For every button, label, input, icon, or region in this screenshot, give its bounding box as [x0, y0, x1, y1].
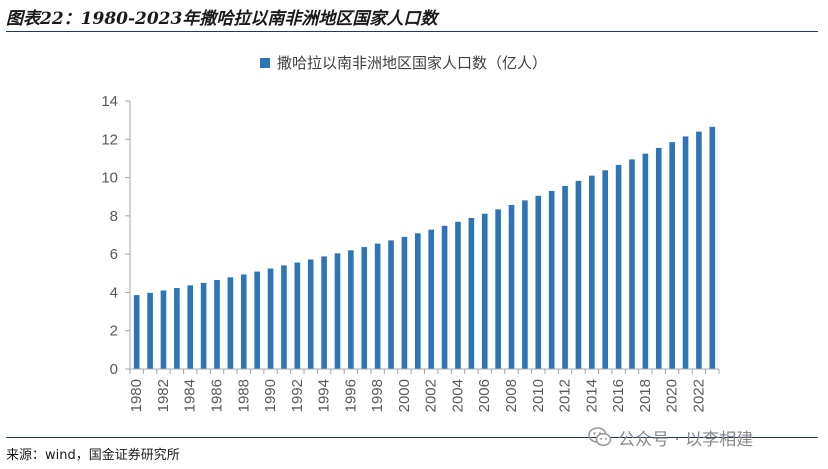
bar-2018: [642, 153, 649, 369]
y-tick-label: 8: [110, 208, 118, 225]
bar-2007: [495, 209, 501, 369]
y-tick-label: 2: [110, 323, 118, 340]
x-tick-label: 2020: [664, 379, 681, 412]
x-tick-label: 2014: [583, 379, 600, 412]
x-tick-label: 2008: [503, 379, 520, 412]
legend-swatch: [260, 58, 270, 68]
y-tick-label: 10: [101, 170, 118, 187]
x-tick-label: 1988: [235, 379, 252, 412]
bar-1984: [187, 285, 194, 369]
bar-2005: [468, 217, 475, 369]
x-axis: 1980 1982 1984 1986 1988 1990 1992 1994 1996 1998…: [128, 368, 720, 412]
source-note: 来源：wind，国金证券研究所: [6, 448, 180, 463]
x-tick-label: 2000: [396, 379, 413, 412]
figure-title: 图表22：1980-2023年撒哈拉以南非洲地区国家人口数: [6, 9, 438, 29]
bar-2023: [709, 126, 716, 369]
x-tick-label: 2004: [449, 379, 466, 412]
bar-1997: [361, 247, 368, 369]
chart-legend: 撒哈拉以南非洲地区国家人口数（亿人）: [260, 54, 547, 72]
bar-1992: [294, 262, 301, 369]
bar-2022: [696, 131, 702, 369]
bar-1993: [307, 259, 314, 369]
x-tick-label: 2006: [476, 379, 493, 412]
x-tick-label: 2022: [690, 379, 707, 412]
bar-1994: [321, 256, 327, 369]
bar-1995: [334, 253, 341, 369]
x-tick-label: 2016: [610, 379, 627, 412]
legend-label: 撒哈拉以南非洲地区国家人口数（亿人）: [277, 54, 547, 72]
y-tick-label: 0: [110, 361, 118, 378]
bar-1989: [254, 271, 260, 369]
bar-2012: [562, 185, 568, 369]
bar-2013: [575, 180, 582, 369]
bar-1980: [133, 295, 140, 369]
bar-2009: [522, 200, 528, 369]
bar-series: [133, 126, 716, 369]
x-tick-label: 1992: [289, 379, 306, 412]
bar-2021: [682, 136, 689, 369]
bar-2000: [401, 236, 408, 369]
y-tick-label: 4: [110, 284, 118, 301]
bar-2008: [508, 204, 515, 369]
bar-1999: [388, 240, 394, 369]
x-tick-label: 1984: [182, 379, 199, 412]
bar-2015: [602, 170, 609, 369]
bar-1986: [214, 279, 220, 369]
bar-1983: [174, 288, 180, 369]
bar-2001: [415, 233, 421, 369]
x-tick-label: 2002: [423, 379, 440, 412]
bar-2004: [455, 221, 461, 369]
bar-2011: [548, 190, 555, 369]
top-rule: [6, 31, 818, 32]
y-tick-label: 12: [101, 131, 118, 148]
bar-2010: [535, 195, 542, 369]
bar-1987: [227, 277, 234, 369]
x-tick-label: 1990: [262, 379, 279, 412]
x-tick-label: 2012: [557, 379, 574, 412]
x-tick-label: 1980: [128, 379, 145, 412]
bar-2017: [629, 159, 635, 369]
watermark: 公众号 · 以李相建: [588, 424, 753, 450]
x-tick-label: 1982: [155, 379, 172, 412]
watermark-text: 公众号 · 以李相建: [618, 429, 754, 450]
y-tick-label: 6: [110, 246, 118, 263]
bar-1996: [348, 250, 354, 369]
x-tick-label: 1996: [342, 379, 359, 412]
bar-1991: [281, 265, 287, 369]
wechat-icon: [588, 427, 612, 447]
x-tick-label: 2010: [530, 379, 547, 412]
bar-2014: [589, 175, 595, 369]
x-tick-label: 2018: [637, 379, 654, 412]
y-tick-label: 14: [101, 93, 118, 110]
bar-2020: [669, 142, 675, 369]
bar-1998: [374, 243, 381, 369]
bar-2002: [428, 229, 434, 369]
x-tick-label: 1986: [209, 379, 226, 412]
bottom-rule: [6, 437, 818, 438]
bar-1985: [200, 282, 207, 369]
bar-2003: [441, 225, 448, 369]
bar-2019: [655, 147, 662, 369]
y-axis: 0 2 4 6 8 10 12 14: [101, 93, 131, 378]
bar-2016: [615, 164, 622, 369]
bar-1981: [147, 292, 153, 369]
bar-1982: [160, 290, 167, 369]
bar-2006: [481, 213, 488, 369]
x-tick-label: 1998: [369, 379, 386, 412]
x-tick-label: 1994: [316, 379, 333, 412]
bar-1990: [267, 268, 274, 369]
bar-1988: [240, 274, 247, 369]
